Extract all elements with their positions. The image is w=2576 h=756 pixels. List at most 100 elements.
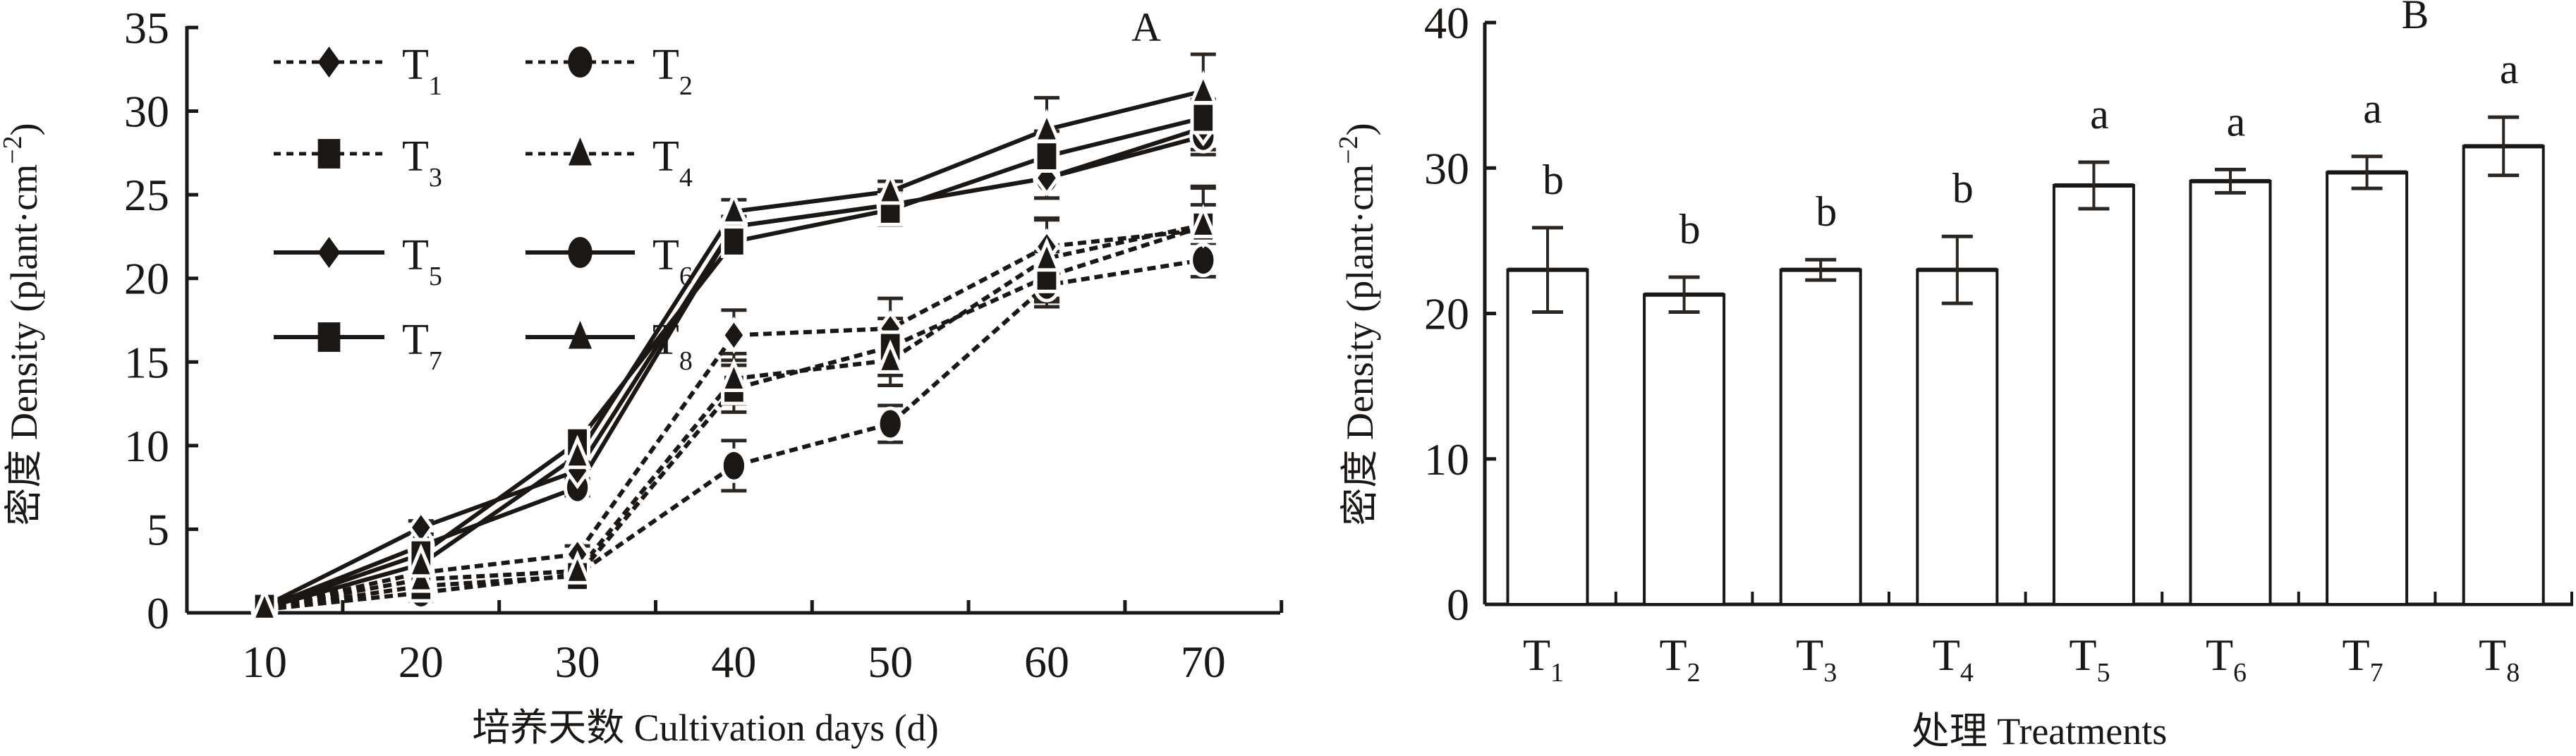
bar-T3 — [1779, 268, 1862, 606]
chart-b-x-tick-label: T3 — [1796, 630, 1837, 688]
chart-b-y-title-main: 密度 Density (plant·cm — [1339, 164, 1381, 526]
legend-label-T6: T6 — [652, 231, 693, 291]
chart-a-point-T7-70 — [1190, 101, 1217, 135]
bar-group-T4: b T4 — [1916, 165, 1999, 688]
bar-group-T3: b T3 — [1779, 188, 1862, 688]
significance-letter: a — [2363, 85, 2382, 132]
chart-a-y-tick-label: 15 — [124, 337, 169, 387]
legend-label-base: T — [652, 41, 679, 89]
legend-label-subscript: 1 — [429, 71, 442, 101]
chart-a-point-T4-30 — [563, 550, 592, 585]
legend-label-T1: T1 — [402, 41, 442, 101]
legend-label-subscript: 3 — [429, 163, 442, 193]
tick-label-base: T — [1523, 630, 1550, 680]
chart-a-markers — [250, 70, 1218, 627]
chart-a-point-T7-40 — [721, 225, 747, 258]
chart-a-y-tick-label: 20 — [124, 254, 169, 304]
legend-item-T6: T6 — [525, 231, 693, 291]
legend-marker-circle — [568, 237, 593, 268]
bar-T5 — [2052, 184, 2135, 606]
legend-label-T2: T2 — [652, 41, 693, 101]
tick-label-subscript: 1 — [1550, 658, 1564, 688]
chart-a-point-T4-40 — [719, 358, 748, 392]
tick-label-base: T — [2479, 630, 2506, 680]
legend-label-T7: T7 — [402, 316, 442, 376]
legend-label-base: T — [652, 231, 679, 279]
legend-label-base: T — [652, 316, 679, 364]
chart-b-y-axis-title: 密度 Density (plant·cm−2) — [1334, 123, 1381, 525]
chart-a-x-tick-label: 50 — [868, 637, 913, 687]
tick-label-base: T — [2206, 630, 2233, 680]
bar-group-T1: b T1 — [1506, 157, 1589, 688]
tick-label-subscript: 7 — [2370, 658, 2383, 688]
legend-label-T4: T4 — [652, 133, 693, 193]
tick-label-subscript: 2 — [1687, 658, 1701, 688]
legend-item-T1: T1 — [274, 41, 442, 101]
tick-label-base: T — [2343, 630, 2370, 680]
chart-a-point-T4-70 — [1189, 204, 1218, 238]
legend-marker-triangle — [569, 320, 592, 349]
significance-letter: b — [1952, 165, 1974, 212]
chart-b-y-tick-label: 10 — [1424, 434, 1469, 484]
legend-marker-square — [317, 322, 341, 352]
legend-label-subscript: 7 — [429, 346, 442, 376]
significance-letter: a — [2500, 46, 2519, 92]
chart-a-point-T8-50 — [875, 170, 905, 205]
legend-label-base: T — [402, 316, 429, 364]
significance-letter: a — [2227, 98, 2246, 145]
chart-a-point-T8-20 — [406, 543, 436, 578]
bar-T2 — [1643, 293, 1726, 606]
chart-a-point-T1-40 — [720, 317, 748, 354]
chart-a-y-title-main: 密度 Density (plant·cm — [3, 164, 45, 526]
chart-a-point-T7-60 — [1033, 140, 1060, 173]
bar-T7 — [2326, 171, 2409, 606]
chart-a-y-title-close: ) — [3, 123, 45, 135]
chart-a-x-axis-title: 培养天数 Cultivation days (d) — [472, 707, 938, 749]
legend-marker-triangle — [569, 137, 592, 166]
chart-a-y-tick-label: 35 — [124, 3, 169, 53]
tick-label-subscript: 8 — [2506, 658, 2520, 688]
chart-a-point-T2-50 — [876, 406, 904, 441]
chart-a-y-tick-label: 0 — [147, 588, 169, 638]
legend-label-subscript: 2 — [679, 71, 693, 101]
bar-T1 — [1506, 268, 1589, 606]
legend-item-T8: T8 — [525, 316, 693, 376]
chart-a-x-tick-label: 70 — [1181, 637, 1226, 687]
legend-item-T7: T7 — [274, 316, 442, 376]
chart-b-panel-label: B — [2402, 0, 2429, 37]
chart-a-y-tick-label: 10 — [124, 421, 169, 471]
chart-b-x-axis-title: 处理 Treatments — [1912, 710, 2168, 752]
chart-a-point-T2-70 — [1189, 243, 1217, 278]
chart-a-y-tick-label: 25 — [124, 170, 169, 220]
tick-label-subscript: 6 — [2233, 658, 2247, 688]
chart-b-x-tick-label: T2 — [1660, 630, 1701, 688]
chart-a-x-tick-label: 40 — [711, 637, 756, 687]
tick-label-base: T — [1796, 630, 1823, 680]
chart-b-x-tick-label: T6 — [2206, 630, 2247, 688]
bar-T6 — [2189, 179, 2272, 606]
legend-label-base: T — [402, 41, 429, 89]
chart-a-point-T8-60 — [1032, 109, 1062, 143]
chart-a-point-T4-60 — [1032, 237, 1062, 272]
bar-group-T5: a T5 — [2052, 91, 2135, 688]
chart-b-y-tick-label: 20 — [1424, 289, 1469, 339]
chart-b-y-tick-label: 30 — [1424, 143, 1469, 193]
chart-a-y-axis-title: 密度 Density (plant·cm−2) — [0, 123, 45, 525]
legend-item-T2: T2 — [525, 41, 693, 101]
bar-group-T6: a T6 — [2189, 98, 2272, 688]
chart-b-y-title-close: ) — [1339, 123, 1381, 135]
tick-label-base: T — [1933, 630, 1960, 680]
legend-label-T5: T5 — [402, 231, 442, 291]
chart-a-y-tick-label: 5 — [147, 504, 169, 554]
legend-item-T3: T3 — [274, 133, 442, 193]
significance-letter: a — [2090, 91, 2109, 138]
significance-letter: b — [1679, 206, 1701, 252]
chart-b-y-tick-label: 0 — [1447, 580, 1469, 630]
legend-label-subscript: 6 — [679, 262, 693, 291]
tick-label-subscript: 5 — [2096, 658, 2110, 688]
significance-letter: b — [1543, 157, 1564, 203]
legend-label-T8: T8 — [652, 316, 693, 376]
